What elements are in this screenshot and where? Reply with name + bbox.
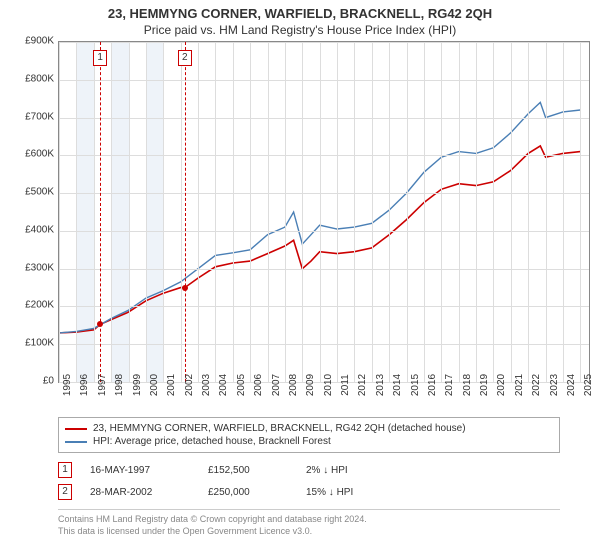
- transaction-row: 2 28-MAR-2002 £250,000 15% ↓ HPI: [58, 481, 560, 503]
- x-axis-label: 2005: [236, 374, 247, 396]
- y-axis-label: £0: [43, 376, 54, 387]
- transaction-row: 1 16-MAY-1997 £152,500 2% ↓ HPI: [58, 459, 560, 481]
- legend-label: HPI: Average price, detached house, Brac…: [93, 436, 331, 447]
- footer-attribution: Contains HM Land Registry data © Crown c…: [58, 509, 560, 537]
- transactions-table: 1 16-MAY-1997 £152,500 2% ↓ HPI 2 28-MAR…: [58, 459, 560, 503]
- y-axis-label: £400K: [25, 224, 54, 235]
- x-axis-label: 2006: [253, 374, 264, 396]
- x-axis-label: 1997: [97, 374, 108, 396]
- x-axis-label: 2003: [201, 374, 212, 396]
- x-axis-label: 2004: [218, 374, 229, 396]
- x-axis-label: 2025: [583, 374, 594, 396]
- legend-box: 23, HEMMYNG CORNER, WARFIELD, BRACKNELL,…: [58, 417, 560, 453]
- x-axis-label: 2021: [514, 374, 525, 396]
- x-axis-label: 1995: [62, 374, 73, 396]
- legend-label: 23, HEMMYNG CORNER, WARFIELD, BRACKNELL,…: [93, 423, 466, 434]
- x-axis-label: 2023: [549, 374, 560, 396]
- sale-point: [97, 321, 103, 327]
- x-axis-label: 2024: [566, 374, 577, 396]
- transaction-diff: 2% ↓ HPI: [306, 465, 406, 476]
- legend-swatch: [65, 428, 87, 430]
- chart-title: 23, HEMMYNG CORNER, WARFIELD, BRACKNELL,…: [0, 0, 600, 21]
- x-axis-label: 2022: [531, 374, 542, 396]
- line-layer: [59, 42, 589, 382]
- transaction-marker: 2: [58, 484, 72, 500]
- x-axis-label: 1996: [79, 374, 90, 396]
- x-axis-label: 2016: [427, 374, 438, 396]
- footer-line: This data is licensed under the Open Gov…: [58, 526, 560, 538]
- x-axis-label: 2017: [444, 374, 455, 396]
- transaction-date: 28-MAR-2002: [90, 487, 190, 498]
- x-axis-label: 2010: [323, 374, 334, 396]
- x-axis-label: 1999: [132, 374, 143, 396]
- plot-region: 12: [58, 41, 590, 383]
- chart-subtitle: Price paid vs. HM Land Registry's House …: [0, 21, 600, 41]
- x-axis-label: 2002: [184, 374, 195, 396]
- x-axis-label: 2008: [288, 374, 299, 396]
- x-axis-label: 2020: [496, 374, 507, 396]
- y-axis-label: £500K: [25, 187, 54, 198]
- event-marker: 1: [93, 50, 107, 66]
- x-axis-label: 2012: [357, 374, 368, 396]
- transaction-price: £250,000: [208, 487, 288, 498]
- x-axis-label: 2019: [479, 374, 490, 396]
- chart-area: 12 £0£100K£200K£300K£400K£500K£600K£700K…: [40, 41, 600, 411]
- chart-container: 23, HEMMYNG CORNER, WARFIELD, BRACKNELL,…: [0, 0, 600, 560]
- legend-item: HPI: Average price, detached house, Brac…: [65, 435, 553, 448]
- x-axis-label: 2001: [166, 374, 177, 396]
- y-axis-label: £700K: [25, 111, 54, 122]
- y-axis-label: £200K: [25, 300, 54, 311]
- event-marker: 2: [178, 50, 192, 66]
- y-axis-label: £600K: [25, 149, 54, 160]
- x-axis-label: 2018: [462, 374, 473, 396]
- x-axis-label: 2009: [305, 374, 316, 396]
- legend-item: 23, HEMMYNG CORNER, WARFIELD, BRACKNELL,…: [65, 422, 553, 435]
- x-axis-label: 2013: [375, 374, 386, 396]
- sale-point: [182, 285, 188, 291]
- y-axis-label: £300K: [25, 262, 54, 273]
- x-axis-label: 2014: [392, 374, 403, 396]
- y-axis-label: £100K: [25, 338, 54, 349]
- transaction-date: 16-MAY-1997: [90, 465, 190, 476]
- transaction-marker: 1: [58, 462, 72, 478]
- legend-swatch: [65, 441, 87, 443]
- x-axis-label: 2000: [149, 374, 160, 396]
- x-axis-label: 2015: [410, 374, 421, 396]
- transaction-price: £152,500: [208, 465, 288, 476]
- y-axis-label: £900K: [25, 36, 54, 47]
- x-axis-label: 2011: [340, 374, 351, 396]
- transaction-diff: 15% ↓ HPI: [306, 487, 406, 498]
- y-axis-label: £800K: [25, 73, 54, 84]
- footer-line: Contains HM Land Registry data © Crown c…: [58, 514, 560, 526]
- x-axis-label: 2007: [271, 374, 282, 396]
- x-axis-label: 1998: [114, 374, 125, 396]
